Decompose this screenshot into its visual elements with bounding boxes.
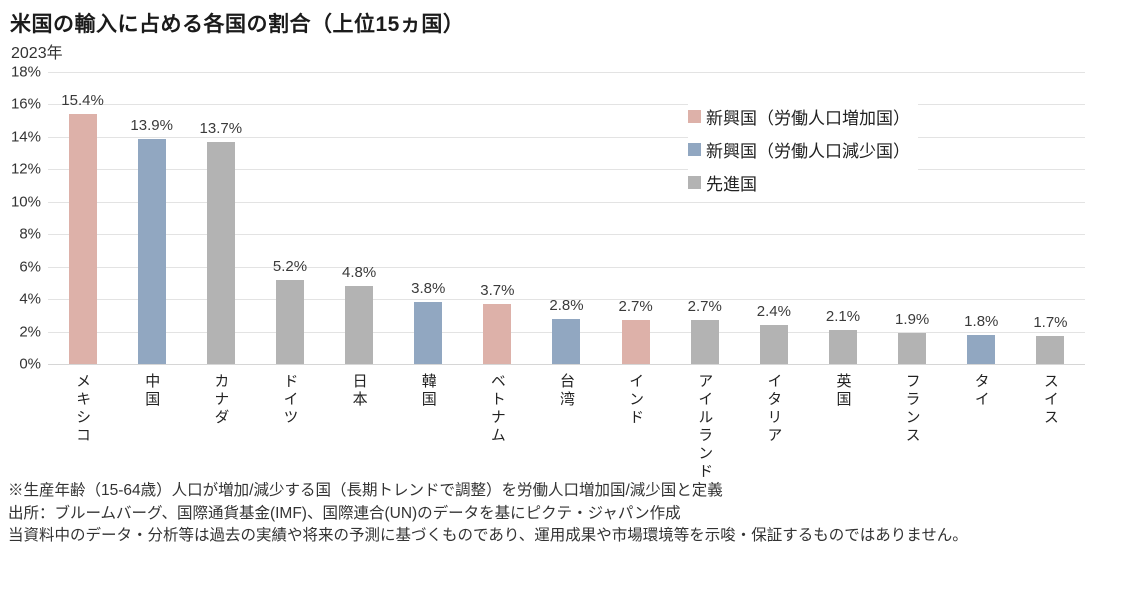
y-axis-tick-label: 16% bbox=[10, 95, 41, 113]
x-axis-category-label: スイス bbox=[1041, 373, 1059, 427]
bar-12 bbox=[898, 333, 927, 364]
y-axis-tick-label: 18% bbox=[10, 63, 41, 81]
bar-value-label: 5.2% bbox=[272, 257, 308, 275]
legend: 新興国（労働人口増加国） 新興国（労働人口減少国） 先進国 bbox=[688, 100, 918, 199]
bar-column: 13.9% 中国 bbox=[117, 72, 186, 409]
x-axis-category-label: カナダ bbox=[212, 373, 230, 427]
x-axis-category-label: 英国 bbox=[834, 373, 852, 409]
gridline bbox=[48, 364, 1085, 365]
bar-2 bbox=[206, 141, 235, 364]
bar-column: 2.4% イタリア bbox=[739, 72, 808, 445]
x-axis-category-label: アイルランド bbox=[696, 373, 714, 481]
bar-value-label: 13.7% bbox=[199, 119, 243, 137]
bar-value-label: 4.8% bbox=[341, 264, 377, 282]
bar-value-label: 3.7% bbox=[480, 281, 515, 299]
bar-value-label: 1.8% bbox=[964, 312, 999, 330]
footnotes: ※生産年齢（15-64歳）人口が増加/減少する国（長期トレンドで調整）を労働人口… bbox=[8, 480, 968, 548]
bar-0 bbox=[68, 114, 97, 364]
bar-column: 3.8% 韓国 bbox=[394, 72, 463, 409]
x-axis-category-label: 台湾 bbox=[557, 373, 575, 409]
x-axis-category-label: インド bbox=[627, 373, 645, 427]
bar-value-label: 1.7% bbox=[1033, 314, 1068, 332]
legend-item-emerging_growing: 新興国（労働人口増加国） bbox=[688, 100, 918, 133]
bar-value-label: 2.1% bbox=[825, 307, 861, 325]
bar-column: 1.8% タイ bbox=[947, 72, 1016, 409]
gridline bbox=[48, 266, 1085, 268]
gridline bbox=[48, 234, 1085, 236]
y-axis-tick-label: 0% bbox=[19, 355, 41, 373]
bar-8 bbox=[621, 320, 650, 364]
bar-column: 13.7% カナダ bbox=[186, 72, 255, 427]
bar-value-label: 13.9% bbox=[130, 116, 173, 134]
y-axis-tick-label: 8% bbox=[19, 225, 41, 243]
bar-4 bbox=[345, 286, 374, 364]
legend-label: 新興国（労働人口増加国） bbox=[706, 109, 910, 128]
bar-value-label: 2.7% bbox=[687, 298, 722, 316]
y-axis-tick-label: 2% bbox=[19, 323, 41, 341]
bar-1 bbox=[137, 138, 166, 364]
gridline bbox=[48, 136, 1085, 138]
legend-swatch-icon bbox=[688, 176, 701, 189]
bar-10 bbox=[759, 325, 788, 364]
x-axis-category-label: ベトナム bbox=[488, 373, 506, 445]
legend-item-emerging_declining: 新興国（労働人口減少国） bbox=[688, 133, 918, 166]
x-axis-category-label: メキシコ bbox=[74, 373, 92, 445]
y-axis-tick-label: 10% bbox=[10, 193, 41, 211]
gridline bbox=[48, 201, 1085, 203]
bar-9 bbox=[690, 320, 719, 364]
gridline bbox=[48, 169, 1085, 171]
x-axis-category-label: ドイツ bbox=[281, 373, 299, 427]
y-axis-tick-label: 4% bbox=[19, 290, 41, 308]
bar-value-label: 2.8% bbox=[549, 296, 584, 314]
footnote-source: 出所：ブルームバーグ、国際通貨基金(IMF)、国際連合(UN)のデータを基にピク… bbox=[8, 504, 681, 522]
bar-14 bbox=[1036, 336, 1065, 364]
bar-7 bbox=[552, 318, 581, 364]
bar-column: 5.2% ドイツ bbox=[255, 72, 324, 427]
x-axis-category-label: 中国 bbox=[143, 373, 161, 409]
bar-5 bbox=[414, 302, 443, 364]
legend-label: 先進国 bbox=[706, 175, 757, 194]
bar-column: 1.7% スイス bbox=[1016, 72, 1085, 427]
bar-column: 2.7% インド bbox=[601, 72, 670, 427]
y-axis-tick-label: 14% bbox=[10, 128, 41, 146]
x-axis-category-label: イタリア bbox=[765, 373, 783, 445]
bar-value-label: 1.9% bbox=[895, 311, 930, 329]
chart-title: 米国の輸入に占める各国の割合（上位15ヵ国） bbox=[10, 13, 465, 36]
chart-subtitle: 2023年 bbox=[11, 45, 63, 62]
bar-6 bbox=[483, 303, 512, 364]
legend-label: 新興国（労働人口減少国） bbox=[706, 142, 910, 161]
y-axis-tick-label: 6% bbox=[19, 258, 41, 276]
legend-swatch-icon bbox=[688, 110, 701, 123]
bar-value-label: 15.4% bbox=[61, 92, 104, 110]
x-axis-category-label: フランス bbox=[903, 373, 921, 445]
bar-11 bbox=[829, 329, 858, 364]
y-axis-tick-label: 12% bbox=[10, 160, 41, 178]
plot-area: 0% 2% 4% 6% 8% 10% 12% 14% 16% 18% 15.4% メキシコ 13.9% 中… bbox=[11, 64, 1085, 481]
bar-column: 15.4% メキシコ bbox=[48, 72, 117, 445]
gridline bbox=[48, 299, 1085, 301]
bar-value-label: 2.4% bbox=[756, 303, 791, 321]
bar-13 bbox=[967, 334, 996, 364]
x-axis-category-label: 日本 bbox=[350, 373, 368, 409]
bar-column: 4.8% 日本 bbox=[325, 72, 394, 409]
footnote-definition: ※生産年齢（15-64歳）人口が増加/減少する国（長期トレンドで調整）を労働人口… bbox=[8, 482, 723, 499]
gridline bbox=[48, 104, 1085, 106]
bar-3 bbox=[275, 279, 304, 364]
bar-column: 3.7% ベトナム bbox=[463, 72, 532, 445]
x-axis-category-label: 韓国 bbox=[419, 373, 437, 409]
x-axis-category-label: タイ bbox=[972, 373, 990, 409]
bar-column: 2.7% アイルランド bbox=[670, 72, 739, 481]
bar-column: 1.9% フランス bbox=[878, 72, 947, 445]
bar-column: 2.8% 台湾 bbox=[532, 72, 601, 409]
footnote-disclaimer: 当資料中のデータ・分析等は過去の実績や将来の予測に基づくものであり、運用成果や市… bbox=[8, 527, 968, 544]
bar-value-label: 3.8% bbox=[411, 280, 446, 298]
bar-value-label: 2.7% bbox=[618, 298, 653, 316]
gridline bbox=[48, 72, 1085, 73]
bar-column: 2.1% 英国 bbox=[808, 72, 877, 409]
legend-item-developed: 先進国 bbox=[688, 166, 918, 199]
legend-swatch-icon bbox=[688, 143, 701, 156]
